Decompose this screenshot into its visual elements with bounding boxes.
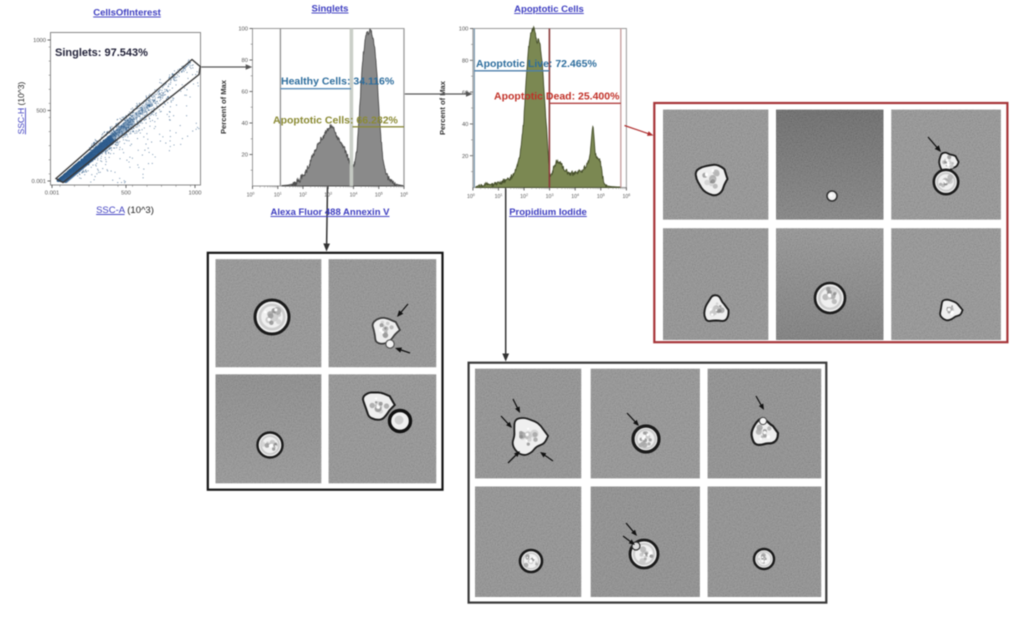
- svg-text:103: 103: [546, 193, 554, 200]
- svg-text:1000: 1000: [189, 191, 202, 197]
- svg-text:Apoptotic Dead: 25.400%: Apoptotic Dead: 25.400%: [494, 91, 620, 103]
- svg-text:101: 101: [495, 193, 503, 200]
- svg-text:0.001: 0.001: [31, 179, 46, 185]
- svg-text:40: 40: [462, 122, 468, 128]
- svg-text:60: 60: [462, 90, 468, 96]
- svg-text:60: 60: [242, 90, 248, 96]
- svg-text:Apoptotic Cells: 66.282%: Apoptotic Cells: 66.282%: [273, 115, 399, 127]
- svg-text:100: 100: [459, 27, 469, 33]
- svg-text:100: 100: [238, 27, 248, 33]
- svg-text:Alexa Fluor 488 Annexin V: Alexa Fluor 488 Annexin V: [271, 207, 391, 218]
- svg-text:0.001: 0.001: [45, 191, 60, 197]
- svg-text:101: 101: [274, 191, 282, 198]
- svg-text:Singlets: Singlets: [312, 4, 349, 15]
- svg-text:106: 106: [622, 193, 630, 200]
- svg-text:100: 100: [467, 193, 475, 200]
- svg-text:1000: 1000: [33, 38, 46, 44]
- svg-text:104: 104: [571, 193, 579, 200]
- svg-text:SSC-H (10^3): SSC-H (10^3): [16, 82, 26, 135]
- svg-text:Percent of Max: Percent of Max: [438, 80, 447, 135]
- svg-text:103: 103: [324, 191, 332, 198]
- svg-text:102: 102: [299, 191, 307, 198]
- svg-text:80: 80: [462, 59, 468, 65]
- svg-text:CellsOfInterest: CellsOfInterest: [93, 8, 161, 19]
- svg-text:Singlets: 97.543%: Singlets: 97.543%: [55, 47, 148, 59]
- svg-text:Percent of Max: Percent of Max: [219, 79, 228, 134]
- svg-text:105: 105: [597, 193, 605, 200]
- svg-text:Apoptotic Live: 72.465%: Apoptotic Live: 72.465%: [476, 58, 597, 70]
- svg-text:SSC-A (10^3): SSC-A (10^3): [96, 205, 154, 216]
- svg-text:Apoptotic Cells: Apoptotic Cells: [514, 4, 584, 15]
- svg-text:20: 20: [242, 153, 248, 159]
- svg-text:20: 20: [462, 154, 468, 160]
- svg-text:500: 500: [36, 109, 46, 115]
- svg-text:40: 40: [242, 121, 248, 127]
- svg-text:106: 106: [400, 191, 408, 198]
- svg-text:500: 500: [121, 191, 131, 197]
- svg-text:80: 80: [242, 58, 248, 64]
- svg-text:Healthy Cells: 34.116%: Healthy Cells: 34.116%: [281, 76, 395, 88]
- svg-text:104: 104: [350, 191, 358, 198]
- svg-text:102: 102: [520, 193, 528, 200]
- svg-text:105: 105: [375, 191, 383, 198]
- svg-text:Propidium Iodide: Propidium Iodide: [509, 207, 587, 218]
- svg-text:100: 100: [247, 191, 255, 198]
